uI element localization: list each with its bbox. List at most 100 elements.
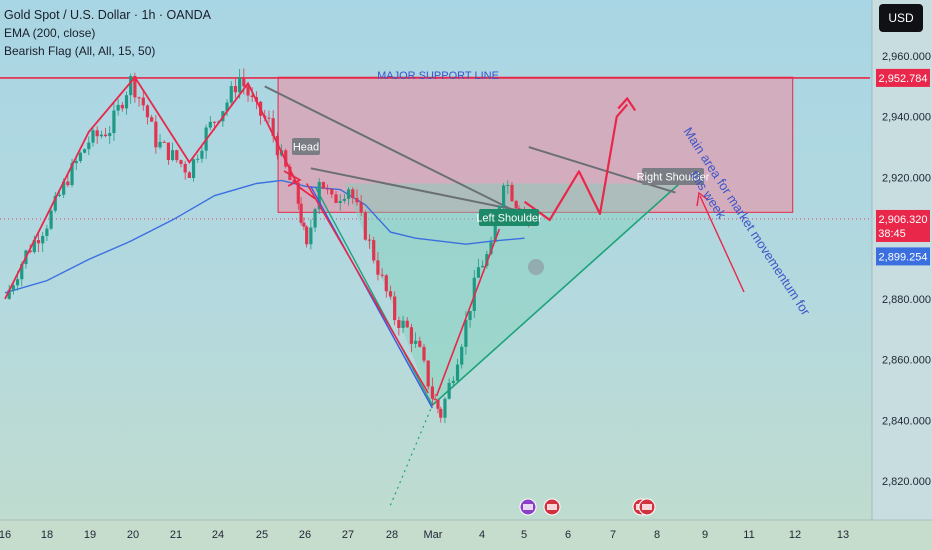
candle-body — [481, 265, 485, 268]
ema-price-tag: 2,899.254 — [879, 251, 928, 263]
candle-body — [405, 320, 409, 328]
candle-body — [351, 189, 355, 199]
downtrend-red-line — [305, 183, 429, 394]
candle-body — [20, 264, 24, 280]
candle-body — [443, 398, 447, 418]
candle-body — [116, 104, 120, 111]
note-arrow-icon — [696, 191, 709, 207]
candle-body — [74, 160, 78, 164]
candle-body — [338, 200, 342, 203]
candle-body — [187, 172, 191, 178]
x-tick-label: 6 — [565, 529, 571, 541]
candle-body — [376, 260, 380, 275]
candle-body — [49, 210, 53, 229]
candle-body — [250, 95, 254, 98]
candle-body — [299, 203, 303, 223]
bearish-flag-indicator-label[interactable]: Bearish Flag (All, All, 15, 50) — [4, 44, 156, 58]
candle-body — [141, 97, 145, 106]
candle-body — [485, 253, 489, 266]
x-tick-label: 24 — [212, 529, 224, 541]
candle-body — [196, 158, 200, 160]
candle-body — [330, 189, 334, 195]
current-price-tag: 2,906.320 — [879, 214, 928, 226]
candle-body — [433, 398, 437, 400]
left-shoulder-label-text: Left Shoulder — [476, 213, 542, 225]
x-tick-label: 20 — [127, 529, 139, 541]
x-tick-label: 7 — [610, 529, 616, 541]
x-tick-label: 28 — [386, 529, 398, 541]
candle-body — [28, 250, 32, 253]
recovery-red-line — [435, 228, 501, 397]
x-tick-label: 16 — [0, 529, 11, 541]
head-label-box — [292, 138, 320, 155]
candle-body — [45, 228, 49, 236]
candle-body — [346, 189, 351, 199]
candle-body — [129, 75, 133, 96]
y-tick-label: 2,960.000 — [882, 51, 931, 63]
candle-body — [171, 150, 175, 161]
candle-body — [78, 152, 83, 161]
ema-200-line — [4, 179, 525, 294]
candle-body — [36, 240, 41, 244]
x-tick-label: 18 — [41, 529, 53, 541]
currency-button[interactable]: USD — [879, 4, 923, 32]
ema-indicator-label[interactable]: EMA (200, close) — [4, 26, 96, 40]
downtrend-blue-line — [310, 186, 433, 409]
candle-body — [317, 181, 321, 210]
candle-body — [32, 240, 36, 253]
marker-circle — [528, 259, 544, 275]
pattern-lower-boundary — [431, 182, 681, 406]
candle-body — [309, 227, 313, 245]
candle-body — [233, 86, 238, 93]
candle-body — [66, 181, 70, 186]
candle-body — [476, 267, 481, 278]
candle-body — [397, 320, 401, 328]
candle-countdown: 38:45 — [878, 228, 906, 240]
candle-body — [41, 235, 45, 244]
right-shoulder-label-text: Right Shoulder — [637, 172, 710, 184]
neckline — [310, 167, 521, 212]
candle-body — [510, 184, 514, 202]
candle-body — [200, 150, 204, 159]
event-us-flag-icon-2 — [638, 498, 656, 516]
candle-body — [7, 289, 11, 299]
pattern-triangle-fill — [344, 183, 680, 406]
candle-body — [133, 75, 137, 98]
head-label-text: Head — [293, 142, 319, 154]
candle-body — [271, 118, 275, 136]
x-tick-label: 27 — [342, 529, 354, 541]
candle-body — [267, 117, 271, 119]
candle-body — [292, 179, 296, 183]
pattern-left-leg — [314, 186, 433, 406]
symbol-title[interactable]: Gold Spot / U.S. Dollar · 1h · OANDA — [4, 8, 212, 22]
candle-body — [288, 166, 292, 180]
x-tick-label: 12 — [789, 529, 801, 541]
candle-body — [91, 130, 95, 143]
candle-body — [62, 181, 66, 195]
event-flash-icon — [519, 498, 537, 516]
candle-body — [302, 222, 306, 227]
candle-body — [455, 364, 460, 381]
projected-path — [523, 103, 629, 222]
candle-body — [225, 102, 229, 112]
head-label: Head — [292, 138, 320, 155]
candle-body — [489, 242, 493, 254]
candle-body — [15, 279, 20, 286]
y-tick-label: 2,860.000 — [882, 355, 931, 367]
candle-body — [284, 150, 288, 167]
chart-legend: Gold Spot / U.S. Dollar · 1h · OANDA EMA… — [4, 6, 211, 60]
candle-body — [229, 86, 233, 103]
event-us-flag-icon — [543, 498, 561, 516]
candle-body — [502, 185, 506, 207]
candle-body — [11, 285, 15, 290]
candle-body — [162, 141, 166, 143]
candle-body — [384, 275, 388, 292]
candle-body — [422, 346, 426, 361]
candle-body — [103, 134, 108, 137]
candle-body — [83, 149, 87, 153]
left-shoulder-label: Left Shoulder — [476, 209, 542, 226]
right-shoulder-label-box — [642, 168, 704, 185]
candle-body — [493, 222, 497, 243]
x-tick-label: 4 — [479, 529, 485, 541]
